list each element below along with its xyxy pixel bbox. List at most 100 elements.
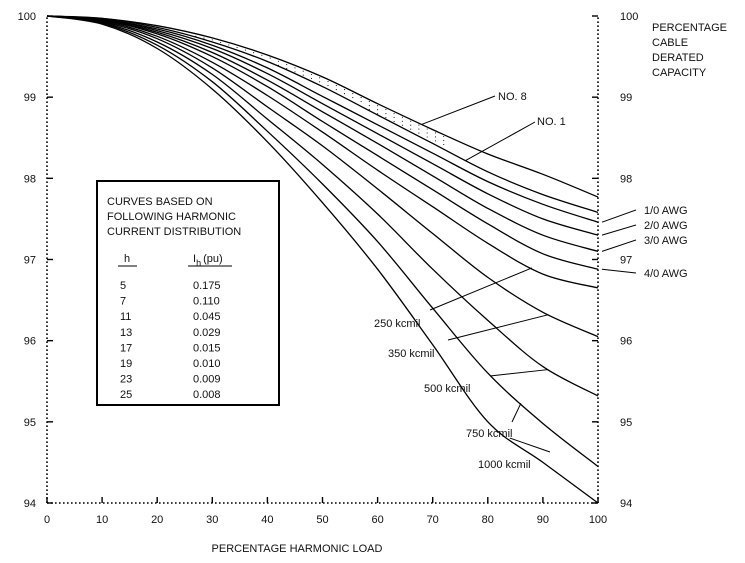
stipple-dot [343, 89, 346, 91]
curve-label: NO. 1 [537, 116, 566, 128]
harmonic-current: 0.010 [193, 358, 221, 370]
x-tick-label: 80 [482, 514, 494, 526]
x-axis-label: PERCENTAGE HARMONIC LOAD [212, 543, 383, 555]
label-leader [489, 369, 549, 377]
series-line [46, 15, 599, 397]
harmonic-current: 0.029 [193, 327, 221, 339]
x-tick-label: 30 [206, 514, 218, 526]
x-tick-label: 0 [44, 514, 50, 526]
stipple-dot [286, 64, 288, 66]
ih-letter: I [193, 253, 196, 265]
y-tick-label-left: 99 [24, 92, 36, 104]
x-tick-label: 20 [151, 514, 163, 526]
y-tick-label-right: 95 [620, 417, 632, 429]
stipple-dot [294, 71, 296, 73]
stipple-dot [360, 101, 362, 103]
series-line [46, 15, 599, 214]
curves [46, 15, 599, 504]
curve-labels: 1/0 AWG 2/0 AWG 3/0 AWG 4/0 AWG NO. 8 NO. 1 25… [374, 91, 688, 471]
stipple-dot [286, 68, 288, 70]
series-line [46, 15, 599, 236]
curve-label: 1/0 AWG [644, 205, 688, 217]
annotation-line: CURVES BASED ON [107, 196, 213, 208]
harmonic-order: 13 [120, 327, 132, 339]
series-line [46, 15, 599, 468]
series-line [46, 15, 599, 338]
stipple-dot [244, 49, 246, 51]
harmonic-current: 0.110 [193, 296, 220, 308]
stipple-dot [277, 60, 279, 62]
y-tick-label-right: 100 [620, 11, 638, 23]
stipple-dot [310, 77, 313, 80]
y-tick-label-right: 94 [620, 498, 632, 510]
stipple-dot [211, 39, 213, 41]
stipple-dot [393, 116, 395, 119]
stipple-dot [443, 139, 445, 142]
annotation-rows: 5 0.175 7 0.110 11 0.045 13 0.029 17 0.015 19 0.010… [120, 280, 221, 401]
stipple-dot [368, 101, 370, 103]
stipple-dot [253, 52, 255, 54]
stipple-dot [327, 85, 329, 87]
stipple-dot [352, 97, 354, 99]
stipple-dot [443, 143, 445, 146]
stipple-dot [385, 117, 387, 119]
harmonic-current: 0.045 [193, 311, 221, 323]
stipple-dot [319, 81, 321, 83]
y-tick-label-left: 100 [18, 11, 36, 23]
y-axis-label: PERCENTAGE CABLE DERATED CAPACITY [652, 22, 727, 79]
x-tick-label: 10 [96, 514, 108, 526]
stipple-dot [410, 120, 412, 122]
y-tick-label-left: 95 [24, 417, 36, 429]
stipple-dot [310, 73, 313, 76]
stipple-dot [401, 120, 403, 122]
series-line [46, 15, 599, 253]
ih-subscript: h [196, 258, 201, 268]
series-line [46, 15, 599, 270]
harmonic-current: 0.009 [193, 374, 221, 386]
y-tick-label-right: 99 [620, 92, 632, 104]
harmonic-current: 0.015 [193, 342, 221, 354]
stipple-dot [377, 105, 379, 107]
curve-label: 1000 kcmil [478, 459, 531, 471]
label-leader [429, 267, 533, 311]
label-leader [511, 403, 522, 423]
stipple-dot [418, 124, 420, 126]
harmonic-current: 0.008 [193, 389, 221, 401]
x-tick-label: 90 [537, 514, 549, 526]
stipple-dot [269, 57, 271, 59]
stipple-dot [343, 93, 346, 95]
curve-label: NO. 8 [498, 91, 527, 103]
column-header-h: h [124, 253, 130, 265]
stipple-dot [418, 132, 420, 134]
series-line [46, 15, 599, 223]
harmonic-order: 19 [120, 358, 132, 370]
harmonic-order: 5 [120, 280, 126, 292]
y-axis-label-line: CABLE [652, 37, 688, 49]
stipple-dot [220, 41, 222, 44]
shaded-band [195, 35, 445, 146]
label-leader [421, 95, 496, 125]
harmonic-order: 17 [120, 342, 132, 354]
series-line [46, 15, 599, 289]
stipple-dot [410, 128, 412, 130]
x-tick-label: 50 [316, 514, 328, 526]
stipple-dot [368, 105, 370, 107]
label-leader [447, 314, 549, 341]
column-header-ih: Ih (pu) [193, 253, 223, 268]
label-leaders [421, 95, 637, 453]
stipple-dot [236, 47, 238, 49]
stipple-dot [302, 74, 304, 76]
stipple-dot [410, 124, 412, 126]
y-tick-label-left: 98 [24, 173, 36, 185]
stipple-dot [401, 124, 403, 126]
stipple-dot [335, 85, 337, 87]
harmonic-order: 7 [120, 296, 126, 308]
label-leader [601, 224, 637, 236]
stipple-dot [393, 112, 395, 115]
axes: 0 10 20 30 40 50 60 70 80 90 100 94 94 95 95 96 96 97 97 98… [18, 11, 639, 526]
harmonic-order: 25 [120, 389, 132, 401]
annotation-box: CURVES BASED ON FOLLOWING HARMONIC CURRE… [96, 180, 280, 406]
stipple-dot [352, 93, 354, 95]
annotation-line: CURRENT DISTRIBUTION [107, 226, 241, 238]
